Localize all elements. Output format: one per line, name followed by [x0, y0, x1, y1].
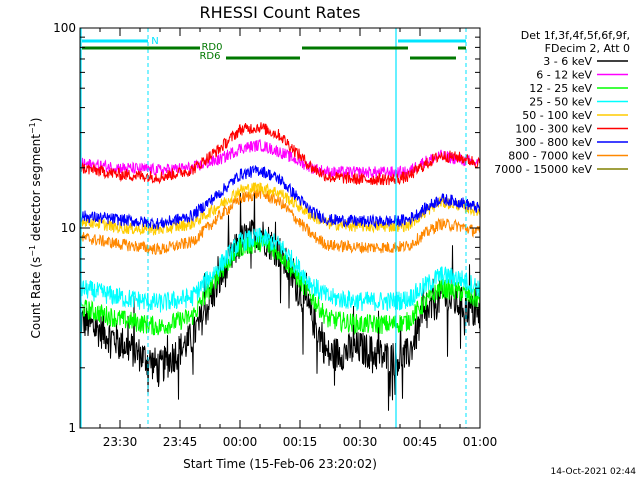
- legend-entry-label: 100 - 300 keV: [515, 123, 592, 136]
- x-axis-label: Start Time (15-Feb-06 23:20:02): [183, 457, 377, 471]
- series-line: [79, 233, 481, 336]
- legend: Det 1f,3f,4f,5f,6f,9f, FDecim 2, Att 0 3…: [494, 29, 630, 176]
- legend-entry-label: 50 - 100 keV: [522, 109, 592, 122]
- series-line: [79, 165, 481, 230]
- legend-entry-label: 300 - 800 keV: [515, 136, 592, 149]
- legend-entry-label: 800 - 7000 keV: [508, 150, 592, 163]
- legend-entry-label: 25 - 50 keV: [529, 96, 592, 109]
- series-line: [79, 189, 481, 411]
- y-tick-label: 10: [61, 221, 76, 235]
- series-line: [79, 139, 481, 180]
- legend-entry-label: 3 - 6 keV: [543, 55, 592, 68]
- attenuator-label: RD0: [201, 42, 222, 53]
- series-line: [79, 227, 481, 313]
- x-tick-label: 00:00: [223, 435, 258, 449]
- chart-title: RHESSI Count Rates: [200, 3, 361, 22]
- series-line: [79, 181, 481, 236]
- y-tick-label: 100: [53, 21, 76, 35]
- attenuator-label: N: [151, 36, 158, 47]
- y-tick-label: 1: [68, 421, 76, 435]
- series-line: [79, 186, 481, 256]
- legend-entry-label: 12 - 25 keV: [529, 82, 592, 95]
- legend-header-line-2: FDecim 2, Att 0: [545, 42, 630, 55]
- legend-entry-label: 7000 - 15000 keV: [494, 163, 592, 176]
- attenuator-label: RD6: [199, 51, 220, 62]
- series-line: [79, 122, 481, 186]
- y-axis-label: Count Rate (s−1 detector segment−1): [28, 118, 43, 339]
- legend-header-line-1: Det 1f,3f,4f,5f,6f,9f,: [521, 29, 630, 42]
- generation-timestamp: 14-Oct-2021 02:44: [551, 467, 637, 477]
- x-tick-label: 23:30: [103, 435, 138, 449]
- x-tick-label: 23:45: [163, 435, 198, 449]
- legend-entry-label: 6 - 12 keV: [536, 69, 592, 82]
- x-tick-label: 00:30: [343, 435, 378, 449]
- x-tick-label: 00:45: [403, 435, 438, 449]
- x-tick-label: 01:00: [463, 435, 498, 449]
- series-layer: [79, 122, 481, 411]
- ticks-layer: 23:30 23:45 00:00 00:15 00:30 00:45 01:00 1 10 10…: [53, 21, 497, 449]
- x-tick-label: 00:15: [283, 435, 318, 449]
